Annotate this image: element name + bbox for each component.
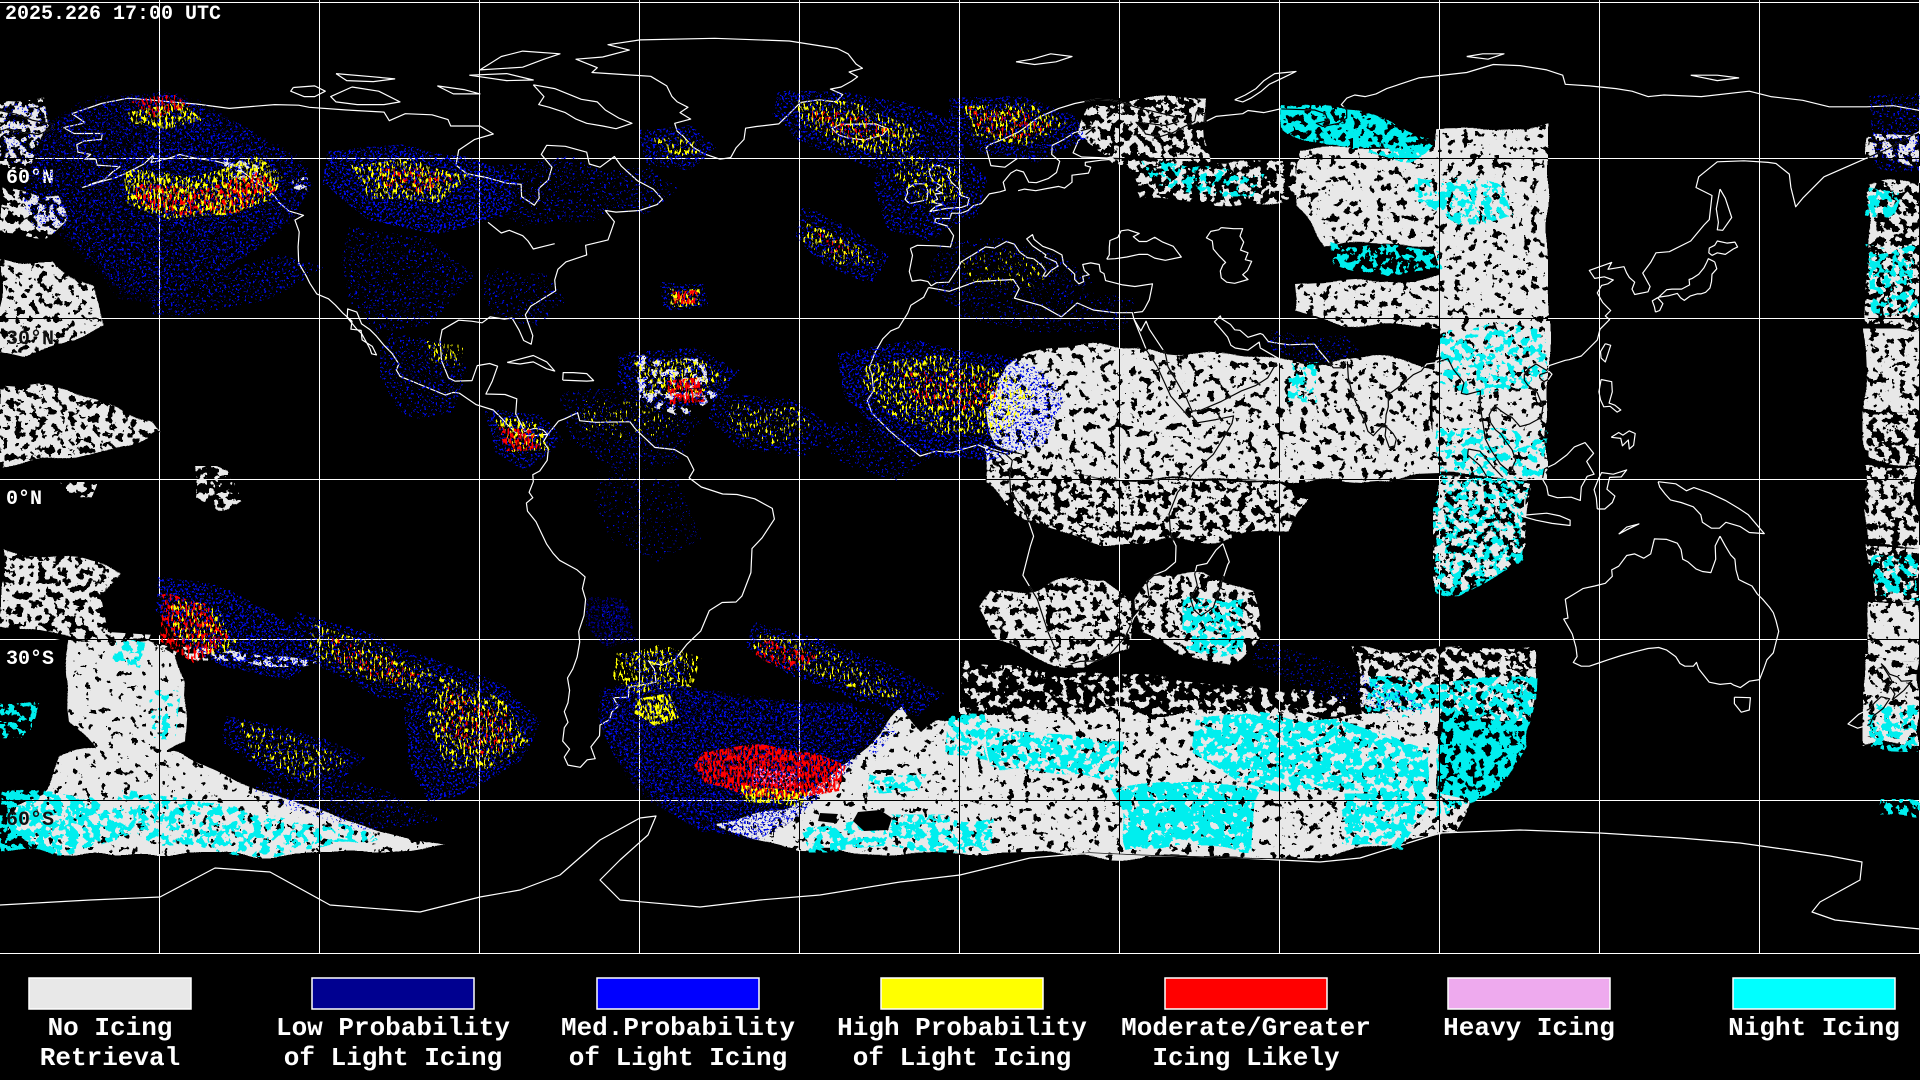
svg-text:Heavy Icing: Heavy Icing bbox=[1443, 1013, 1615, 1043]
svg-text:Moderate/Greater: Moderate/Greater bbox=[1121, 1013, 1371, 1043]
svg-text:60°S: 60°S bbox=[6, 809, 54, 832]
svg-text:Retrieval: Retrieval bbox=[40, 1043, 180, 1073]
svg-text:0°N: 0°N bbox=[6, 488, 42, 511]
svg-text:2025.226 17:00 UTC: 2025.226 17:00 UTC bbox=[5, 3, 221, 26]
svg-text:Med.Probability: Med.Probability bbox=[561, 1013, 795, 1043]
svg-text:Icing Likely: Icing Likely bbox=[1152, 1043, 1340, 1073]
svg-text:Low Probability: Low Probability bbox=[276, 1013, 510, 1043]
svg-text:of Light Icing: of Light Icing bbox=[853, 1043, 1071, 1073]
svg-text:30°N: 30°N bbox=[6, 328, 54, 351]
svg-text:Night Icing: Night Icing bbox=[1728, 1013, 1900, 1043]
svg-text:High Probability: High Probability bbox=[837, 1013, 1087, 1043]
svg-text:No Icing: No Icing bbox=[48, 1013, 173, 1043]
svg-text:30°S: 30°S bbox=[6, 648, 54, 671]
svg-text:of Light Icing: of Light Icing bbox=[284, 1043, 502, 1073]
svg-text:of Light Icing: of Light Icing bbox=[569, 1043, 787, 1073]
